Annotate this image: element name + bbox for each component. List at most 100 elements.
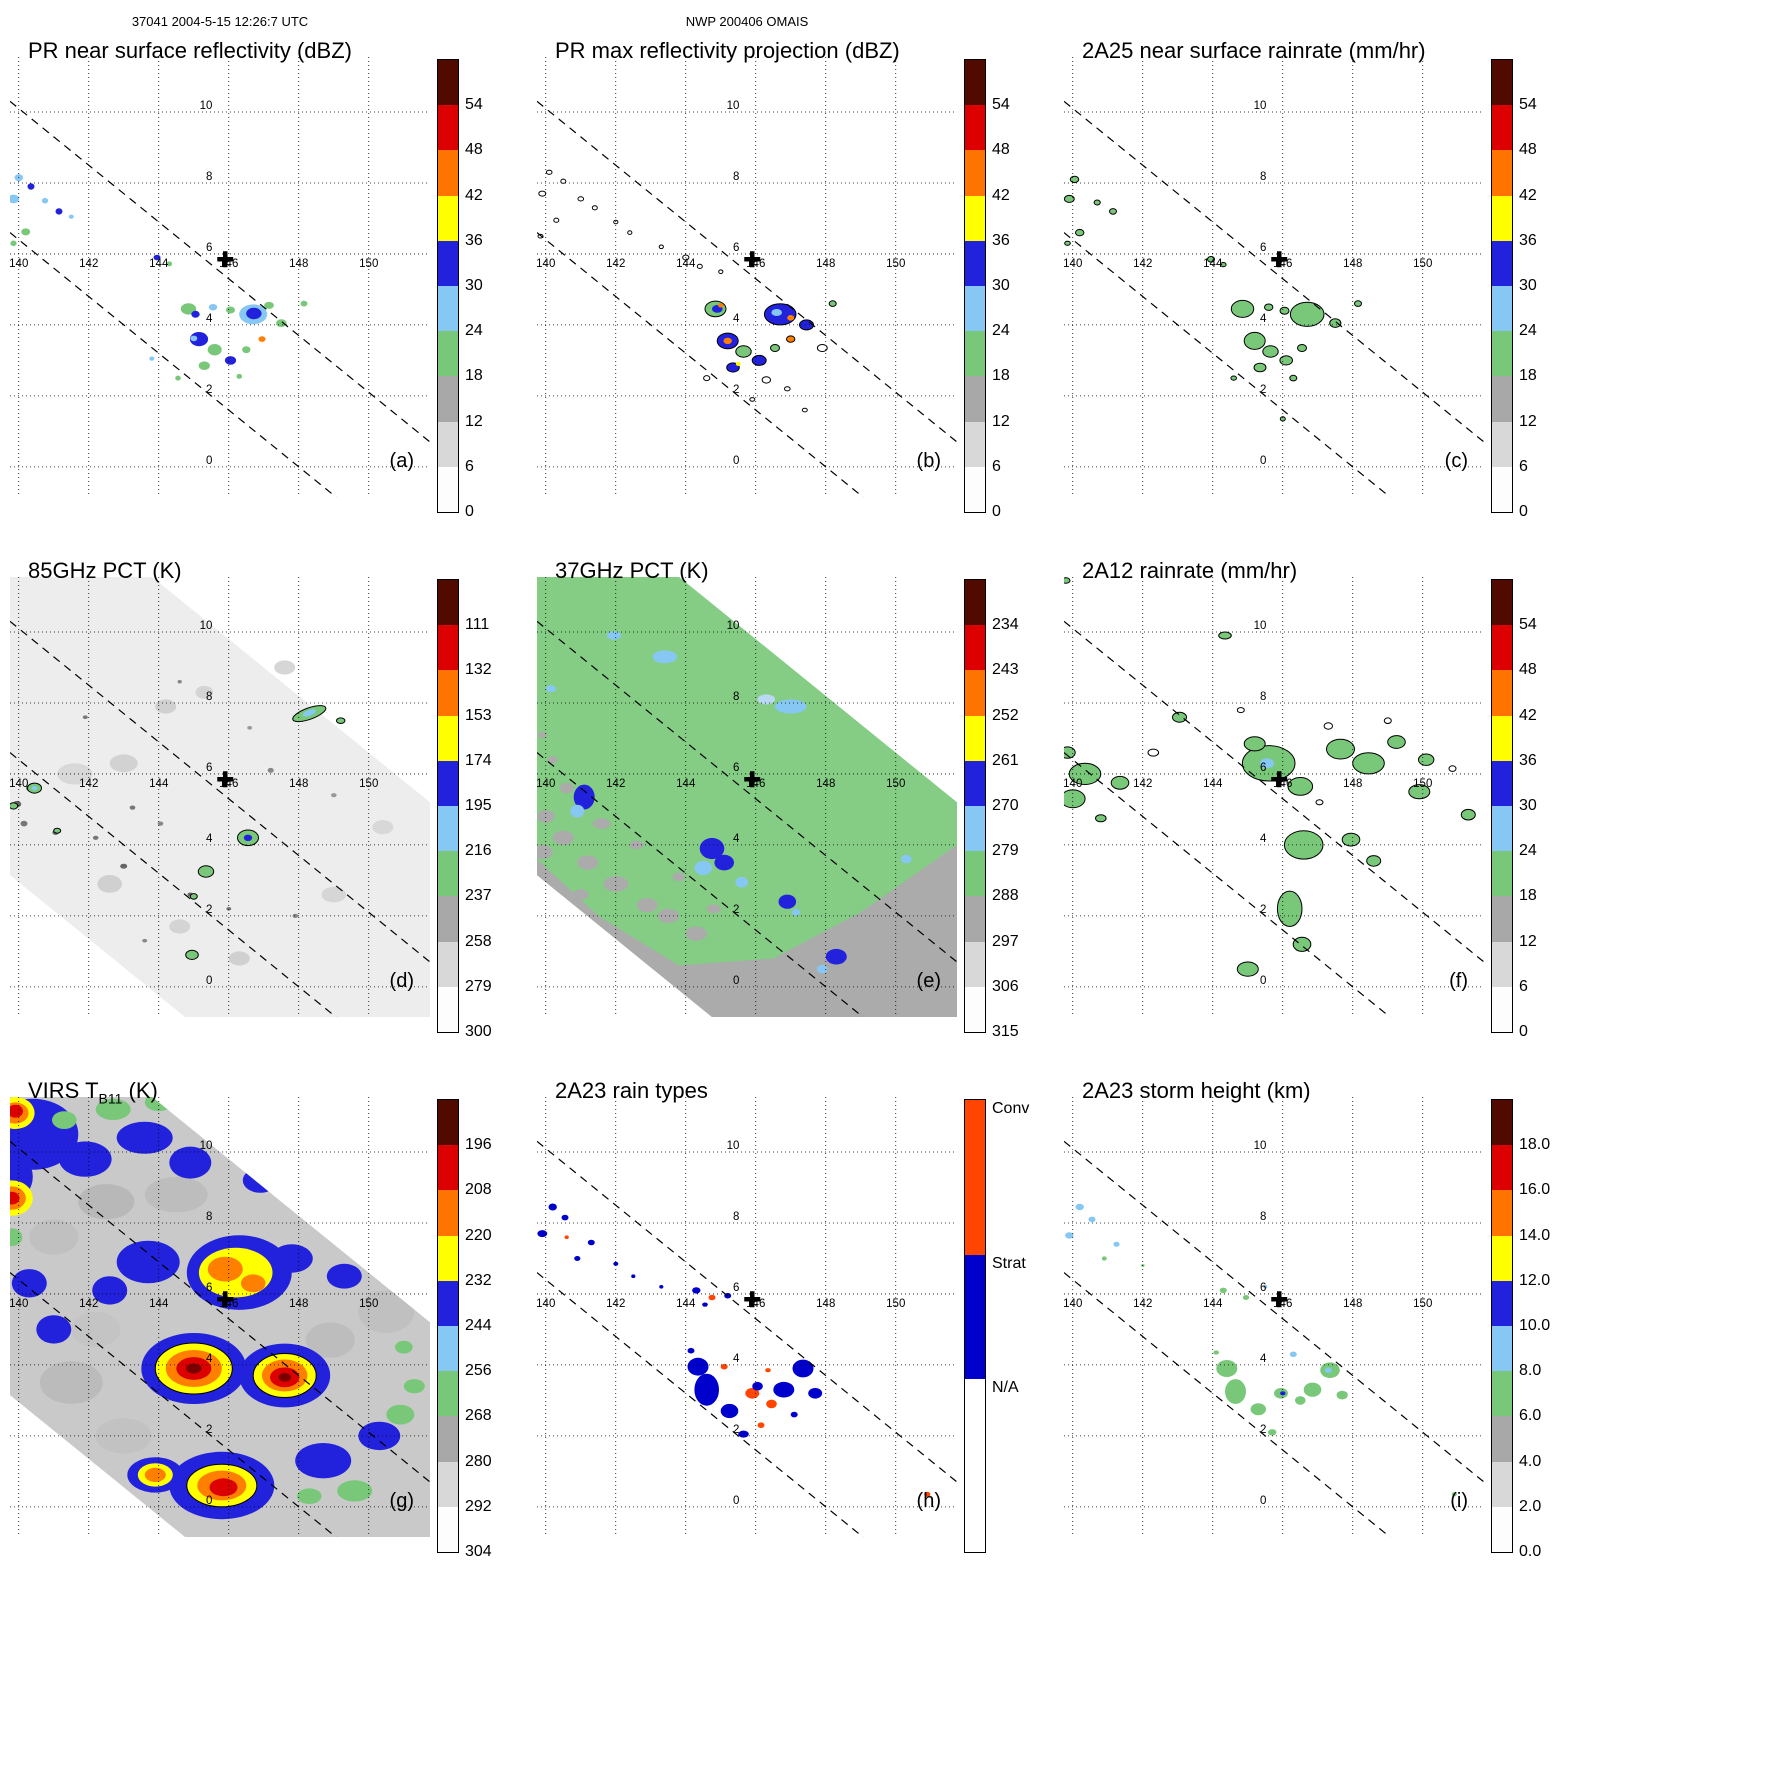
map-feature: [180, 303, 197, 315]
colorbar-segment: [1492, 466, 1512, 512]
panel-letter: (i): [1450, 1490, 1468, 1512]
map-feature: [766, 1399, 777, 1409]
map-feature: [166, 261, 173, 267]
lat-tick-label: 6: [733, 242, 739, 254]
colorbar-segment: [438, 60, 458, 106]
lat-tick-label: 0: [206, 455, 212, 467]
panel-title: PR max reflectivity projection (dBZ): [555, 38, 900, 66]
map-feature: [749, 397, 756, 402]
colorbar: 196 208 220 232 244 256 268 280 292 304: [437, 1099, 492, 1560]
lat-tick-label: 0: [206, 975, 212, 987]
map-feature: [95, 1418, 152, 1454]
colorbar-tick-label: N/A: [992, 1378, 1019, 1396]
map-feature: [1113, 1241, 1120, 1247]
map-feature: [226, 306, 235, 314]
panel-letter: (c): [1444, 450, 1468, 472]
map-feature: [169, 1146, 212, 1179]
lon-tick-label: 140: [537, 778, 555, 790]
map-feature: [21, 228, 31, 236]
swath-edge-dashed-line: [10, 752, 337, 1017]
map-feature: [1324, 1367, 1332, 1373]
map-feature: [1069, 175, 1080, 184]
map-feature: [276, 319, 287, 327]
colorbar-tick-label: Conv: [992, 1100, 1030, 1117]
map-feature: [792, 1359, 814, 1378]
panel-title: 2A25 near surface rainrate (mm/hr): [1082, 38, 1426, 66]
map-feature: [627, 230, 633, 235]
map-feature: [264, 301, 274, 309]
lat-tick-label: 2: [206, 384, 212, 396]
lon-tick-label: 144: [676, 258, 696, 270]
colorbar-tick-label: 252: [992, 706, 1019, 724]
map-feature: [537, 233, 544, 239]
lon-tick-label: 150: [886, 778, 905, 790]
panel-letter: (e): [916, 970, 941, 992]
colorbar-tick-label: 270: [992, 797, 1019, 814]
map-feature: [274, 660, 296, 675]
map-feature: [1315, 799, 1324, 806]
colorbar-tick-label: 2.0: [1519, 1497, 1542, 1515]
colorbar-segment: [965, 421, 985, 467]
map-feature: [116, 1240, 180, 1284]
swath-edge-dashed-line: [1064, 752, 1391, 1017]
map-feature: [36, 1315, 72, 1344]
map-feature: [687, 1347, 695, 1354]
lat-tick-label: 6: [1260, 1282, 1266, 1294]
colorbar-segment: [1492, 195, 1512, 241]
lat-tick-label: 4: [1260, 1353, 1267, 1365]
map-feature: [321, 886, 347, 903]
colorbar-tick-label: 216: [465, 842, 492, 860]
lon-tick-label: 142: [79, 258, 98, 270]
panel-letter: (a): [389, 450, 414, 472]
colorbar-tick-label: 16.0: [1519, 1181, 1551, 1199]
swath-edge-dashed-line: [1064, 620, 1484, 963]
colorbar-segment: [438, 851, 458, 897]
map-feature: [1387, 735, 1406, 749]
map-feature: [1366, 855, 1382, 867]
panel-title-text: 2A25 near surface rainrate (mm/hr): [1082, 38, 1426, 63]
map-feature: [243, 834, 253, 841]
map-feature: [358, 1290, 415, 1333]
cross-marker: [1271, 251, 1288, 268]
map-feature: [658, 244, 664, 250]
lat-tick-label: 4: [733, 1353, 740, 1365]
map-feature: [1262, 345, 1279, 358]
colorbar-segment: [438, 240, 458, 286]
map-feature: [1065, 1232, 1074, 1239]
map-feature: [1147, 748, 1160, 757]
lon-tick-label: 142: [1133, 778, 1152, 790]
map-feature: [189, 893, 198, 900]
colorbar-tick-label: 232: [465, 1271, 492, 1289]
panel-title-text: 2A23 storm height (km): [1082, 1078, 1311, 1103]
map-feature: [703, 375, 711, 382]
map-plot: 140 142 144 146 148 150 0 2 4 6 8 10 (b): [537, 57, 957, 497]
map-feature: [258, 336, 266, 342]
colorbar-tick-label: 18.0: [1519, 1136, 1551, 1154]
colorbar-tick-label: 36: [465, 231, 483, 249]
map-feature: [574, 1256, 581, 1261]
map-feature: [770, 344, 780, 352]
colorbar-tick-label: 220: [465, 1226, 492, 1244]
map-feature: [825, 948, 847, 965]
map-feature: [603, 876, 629, 892]
map-plot: 140 142 144 146 148 150 0 2 4 6 8 10 (g): [10, 1097, 430, 1537]
colorbar: 54 48 42 36 30 24 18 12 6 0: [964, 59, 1010, 520]
swath-edge-dashed-line: [537, 620, 957, 963]
colorbar-segment: [1492, 1371, 1512, 1417]
map-feature: [817, 964, 828, 974]
swath-fill: [10, 577, 430, 1017]
map-feature: [1242, 1295, 1250, 1300]
lat-tick-label: 8: [1260, 691, 1266, 703]
lon-tick-label: 148: [289, 778, 308, 790]
cross-marker: [217, 1291, 234, 1308]
colorbar-tick-label: 288: [992, 887, 1019, 905]
map-feature: [1295, 1396, 1306, 1405]
colorbar-tick-label: 174: [465, 751, 492, 769]
colorbar-tick-label: 0: [992, 503, 1001, 520]
colorbar-tick-label: 42: [1519, 186, 1537, 204]
lat-tick-label: 2: [206, 1424, 212, 1436]
map-feature: [685, 926, 707, 941]
lat-tick-label: 2: [733, 384, 739, 396]
